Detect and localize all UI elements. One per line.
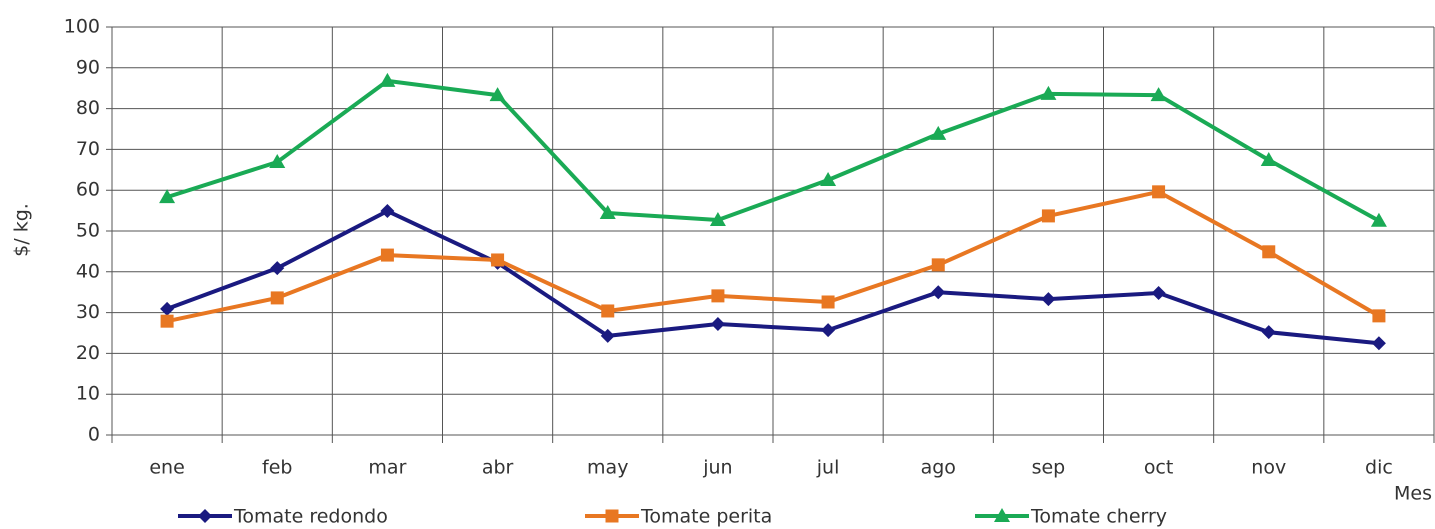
marker: [820, 172, 837, 186]
marker: [1152, 185, 1166, 199]
x-tick-label: nov: [1251, 457, 1286, 479]
legend-label: Tomate redondo: [233, 506, 388, 528]
marker: [600, 328, 615, 343]
y-tick-label: 70: [76, 138, 100, 160]
marker: [1261, 325, 1276, 340]
y-tick-label: 90: [76, 56, 100, 78]
legend-marker: [198, 509, 212, 523]
series-line: [166, 189, 1380, 324]
y-axis-label: $/ kg.: [11, 203, 33, 257]
y-tick-label: 60: [76, 179, 100, 201]
legend-marker: [994, 508, 1010, 522]
marker: [1040, 85, 1057, 100]
y-tick-label: 30: [76, 301, 100, 323]
legend-label: Tomate perita: [640, 506, 772, 528]
y-tick-label: 80: [76, 97, 100, 119]
marker: [269, 154, 286, 169]
y-tick-label: 20: [76, 342, 100, 364]
x-tick-label: jun: [702, 457, 732, 479]
marker: [1041, 209, 1055, 223]
marker: [710, 317, 725, 332]
marker: [270, 261, 285, 276]
marker: [159, 189, 176, 204]
x-tick-label: mar: [368, 457, 406, 479]
marker: [1262, 245, 1276, 259]
x-tick-label: abr: [482, 457, 514, 479]
y-tick-label: 0: [88, 424, 100, 446]
x-tick-label: oct: [1144, 457, 1174, 479]
series-line: [166, 78, 1380, 223]
marker: [931, 258, 945, 272]
marker: [160, 314, 174, 328]
x-tick-label: ene: [149, 457, 184, 479]
marker: [489, 87, 506, 102]
marker: [1151, 286, 1166, 301]
x-tick-label: jul: [816, 457, 840, 479]
x-axis-label: Mes: [1394, 483, 1432, 505]
marker: [601, 304, 615, 318]
marker: [1370, 212, 1387, 227]
legend-marker: [605, 509, 619, 523]
marker: [380, 248, 394, 262]
marker: [821, 295, 835, 309]
y-tick-label: 100: [64, 16, 100, 38]
y-tick-label: 40: [76, 260, 100, 282]
marker: [1372, 309, 1386, 323]
marker: [821, 323, 836, 338]
marker: [931, 285, 946, 300]
x-tick-label: feb: [262, 457, 292, 479]
marker: [380, 204, 395, 219]
marker: [709, 211, 726, 226]
y-tick-label: 50: [76, 220, 100, 242]
marker: [1260, 152, 1277, 167]
series-line: [166, 209, 1380, 346]
x-tick-label: may: [587, 457, 628, 479]
marker: [930, 125, 947, 140]
marker: [270, 291, 284, 305]
marker: [491, 253, 505, 267]
marker: [599, 205, 616, 220]
y-tick-label: 10: [76, 383, 100, 405]
marker: [1150, 87, 1167, 102]
marker: [160, 301, 175, 316]
marker: [379, 72, 396, 87]
x-tick-label: dic: [1365, 457, 1393, 479]
x-tick-label: sep: [1032, 457, 1066, 479]
marker: [711, 289, 725, 303]
legend-label: Tomate cherry: [1030, 506, 1167, 528]
marker: [1371, 336, 1386, 351]
x-tick-label: ago: [921, 457, 956, 479]
marker: [1041, 292, 1056, 307]
